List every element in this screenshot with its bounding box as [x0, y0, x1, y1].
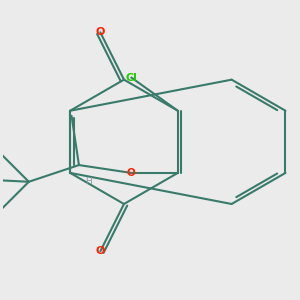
Text: O: O	[127, 168, 136, 178]
Text: O: O	[96, 246, 105, 256]
Text: O: O	[96, 27, 105, 38]
Text: Cl: Cl	[125, 73, 137, 82]
Text: H: H	[85, 177, 92, 186]
